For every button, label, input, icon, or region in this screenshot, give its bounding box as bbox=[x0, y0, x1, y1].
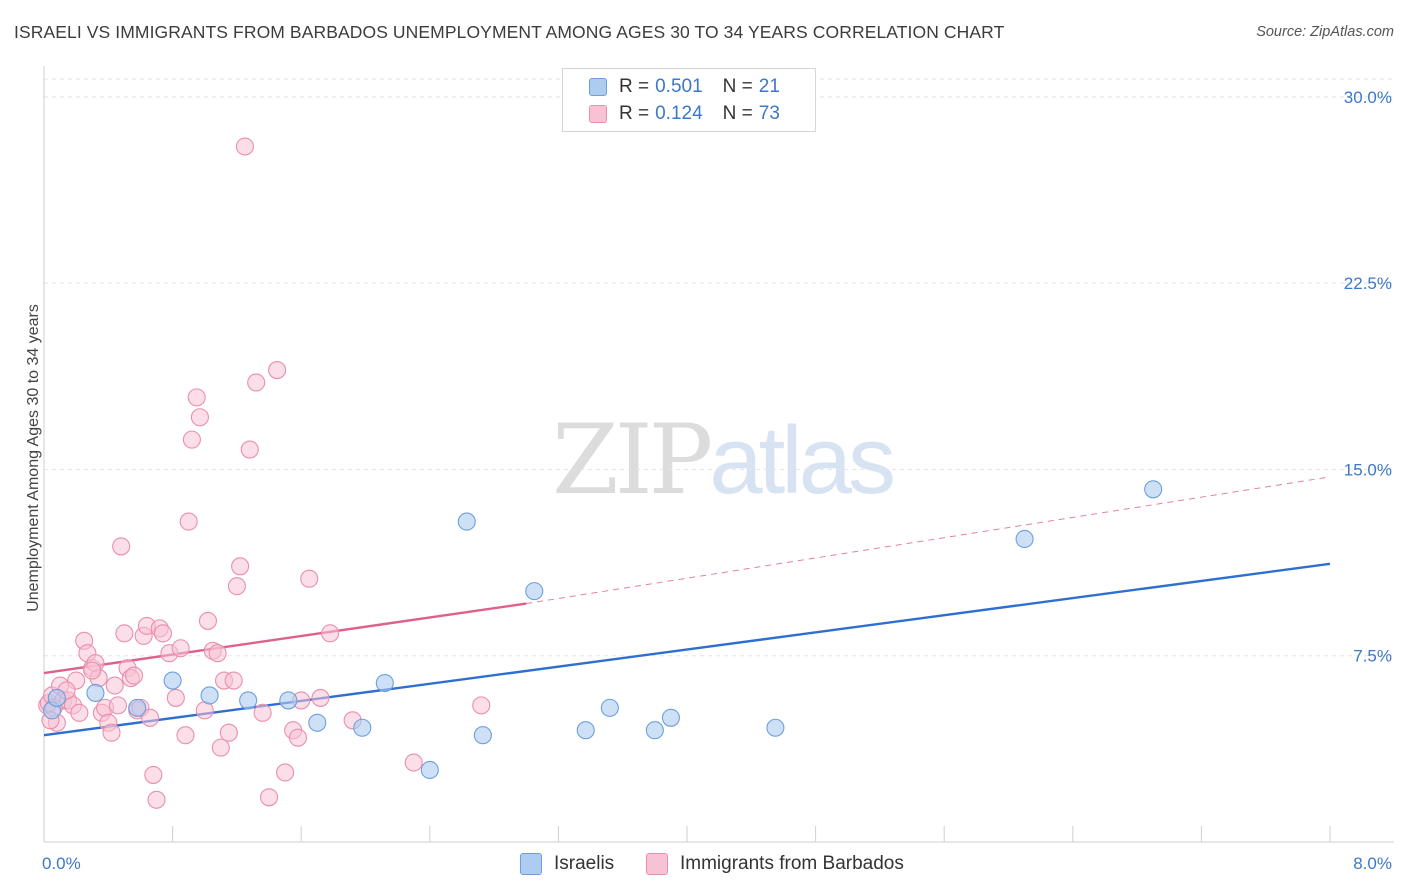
israelis-point bbox=[766, 718, 785, 737]
bottom-legend-israelis: Israelis bbox=[520, 851, 614, 877]
israelis-point bbox=[473, 726, 492, 745]
watermark-zip: ZIP bbox=[552, 404, 713, 516]
correlation-legend: R = 0.501 N = 21 R = 0.124 N = 73 bbox=[562, 68, 816, 132]
barbados-point bbox=[208, 644, 227, 663]
barbados-point bbox=[171, 639, 190, 658]
israelis-point bbox=[645, 721, 664, 740]
legend-n-label: N = bbox=[722, 76, 753, 97]
israelis-swatch bbox=[589, 78, 607, 96]
watermark-atlas: atlas bbox=[709, 407, 896, 514]
y-tick-label: 15.0% bbox=[1344, 460, 1392, 479]
legend-n-value: 21 bbox=[758, 76, 780, 97]
barbados-point bbox=[300, 569, 319, 588]
source-label: Source: ZipAtlas.com bbox=[1256, 24, 1394, 40]
barbados-point bbox=[176, 726, 195, 745]
barbados-point bbox=[124, 666, 144, 685]
tick-labels: 7.5% 15.0% 22.5% 30.0% 0.0% 8.0% bbox=[42, 88, 1392, 873]
israelis-point bbox=[86, 683, 105, 703]
barbados-point bbox=[321, 624, 340, 643]
israelis-point bbox=[308, 713, 327, 732]
y-axis-label: Unemployment Among Ages 30 to 34 years bbox=[25, 304, 42, 612]
barbados-point bbox=[259, 788, 279, 807]
barbados-point bbox=[219, 723, 238, 742]
legend-r-value: 0.501 bbox=[655, 76, 703, 97]
barbados-point bbox=[268, 361, 287, 380]
barbados-point bbox=[276, 763, 295, 782]
barbados-point bbox=[253, 703, 272, 722]
israelis-point bbox=[600, 698, 619, 717]
barbados-point bbox=[108, 696, 127, 715]
israelis-point bbox=[279, 691, 298, 710]
barbados-point bbox=[70, 703, 89, 722]
israelis-point bbox=[239, 691, 258, 710]
x-tick-label: 8.0% bbox=[1353, 854, 1392, 873]
barbados-point bbox=[231, 557, 250, 576]
barbados-point bbox=[224, 671, 243, 690]
barbados-point bbox=[182, 430, 201, 449]
israelis-point bbox=[525, 582, 544, 601]
israelis-legend-label: Israelis bbox=[554, 853, 615, 874]
barbados-point bbox=[190, 408, 209, 427]
legend-r-label: R = bbox=[619, 76, 650, 97]
israelis-point bbox=[457, 512, 476, 531]
israelis-legend-swatch bbox=[520, 853, 542, 875]
barbados-point bbox=[311, 688, 330, 707]
barbados-point bbox=[227, 577, 246, 596]
barbados-point bbox=[115, 624, 134, 643]
barbados-point bbox=[404, 753, 423, 772]
barbados-trend-line bbox=[43, 602, 527, 675]
y-tick-label: 30.0% bbox=[1344, 88, 1392, 107]
barbados-legend-label: Immigrants from Barbados bbox=[680, 853, 904, 874]
barbados-point bbox=[198, 611, 218, 630]
bottom-legend-barbados: Immigrants from Barbados bbox=[646, 851, 904, 877]
barbados-point bbox=[147, 790, 166, 809]
barbados-point bbox=[235, 137, 254, 156]
legend-r-value: 0.124 bbox=[655, 103, 703, 124]
legend-n-label: N = bbox=[722, 103, 753, 124]
legend-row-israelis: R = 0.501 N = 21 bbox=[589, 75, 780, 99]
barbados-point bbox=[153, 624, 173, 643]
trend-lines bbox=[43, 476, 1331, 737]
x-tick-label: 0.0% bbox=[42, 854, 81, 873]
barbados-trend-extension bbox=[526, 476, 1331, 605]
barbados-point bbox=[105, 676, 124, 695]
israelis-point bbox=[163, 671, 182, 690]
barbados-point bbox=[112, 537, 131, 556]
israelis-point bbox=[1144, 480, 1163, 499]
barbados-swatch bbox=[589, 105, 607, 123]
barbados-point bbox=[166, 688, 185, 707]
barbados-point bbox=[472, 696, 491, 715]
israelis-point bbox=[420, 760, 439, 780]
chart-title: ISRAELI VS IMMIGRANTS FROM BARBADOS UNEM… bbox=[14, 22, 1005, 42]
israelis-point bbox=[47, 688, 66, 707]
watermark: ZIPatlas bbox=[552, 404, 896, 516]
israelis-point bbox=[576, 721, 595, 740]
barbados-point bbox=[211, 738, 230, 757]
barbados-point bbox=[179, 512, 198, 531]
israelis-point bbox=[128, 698, 147, 717]
israelis-point bbox=[661, 708, 680, 727]
israelis-point bbox=[1015, 529, 1034, 549]
legend-n-value: 73 bbox=[758, 103, 780, 124]
barbados-point bbox=[144, 765, 163, 784]
israelis-point bbox=[200, 686, 219, 705]
legend-r-label: R = bbox=[619, 103, 650, 124]
israelis-point bbox=[353, 718, 372, 737]
barbados-point bbox=[247, 373, 266, 392]
barbados-legend-swatch bbox=[646, 853, 668, 875]
barbados-point bbox=[83, 661, 102, 680]
barbados-point bbox=[141, 708, 160, 727]
barbados-point bbox=[102, 723, 121, 742]
legend-row-barbados: R = 0.124 N = 73 bbox=[589, 102, 780, 126]
barbados-point bbox=[240, 440, 259, 459]
barbados-point bbox=[187, 388, 206, 407]
barbados-point bbox=[288, 728, 308, 747]
y-tick-label: 7.5% bbox=[1353, 647, 1392, 666]
data-points bbox=[38, 137, 1163, 809]
y-tick-label: 22.5% bbox=[1344, 274, 1392, 293]
israelis-point bbox=[375, 673, 394, 693]
